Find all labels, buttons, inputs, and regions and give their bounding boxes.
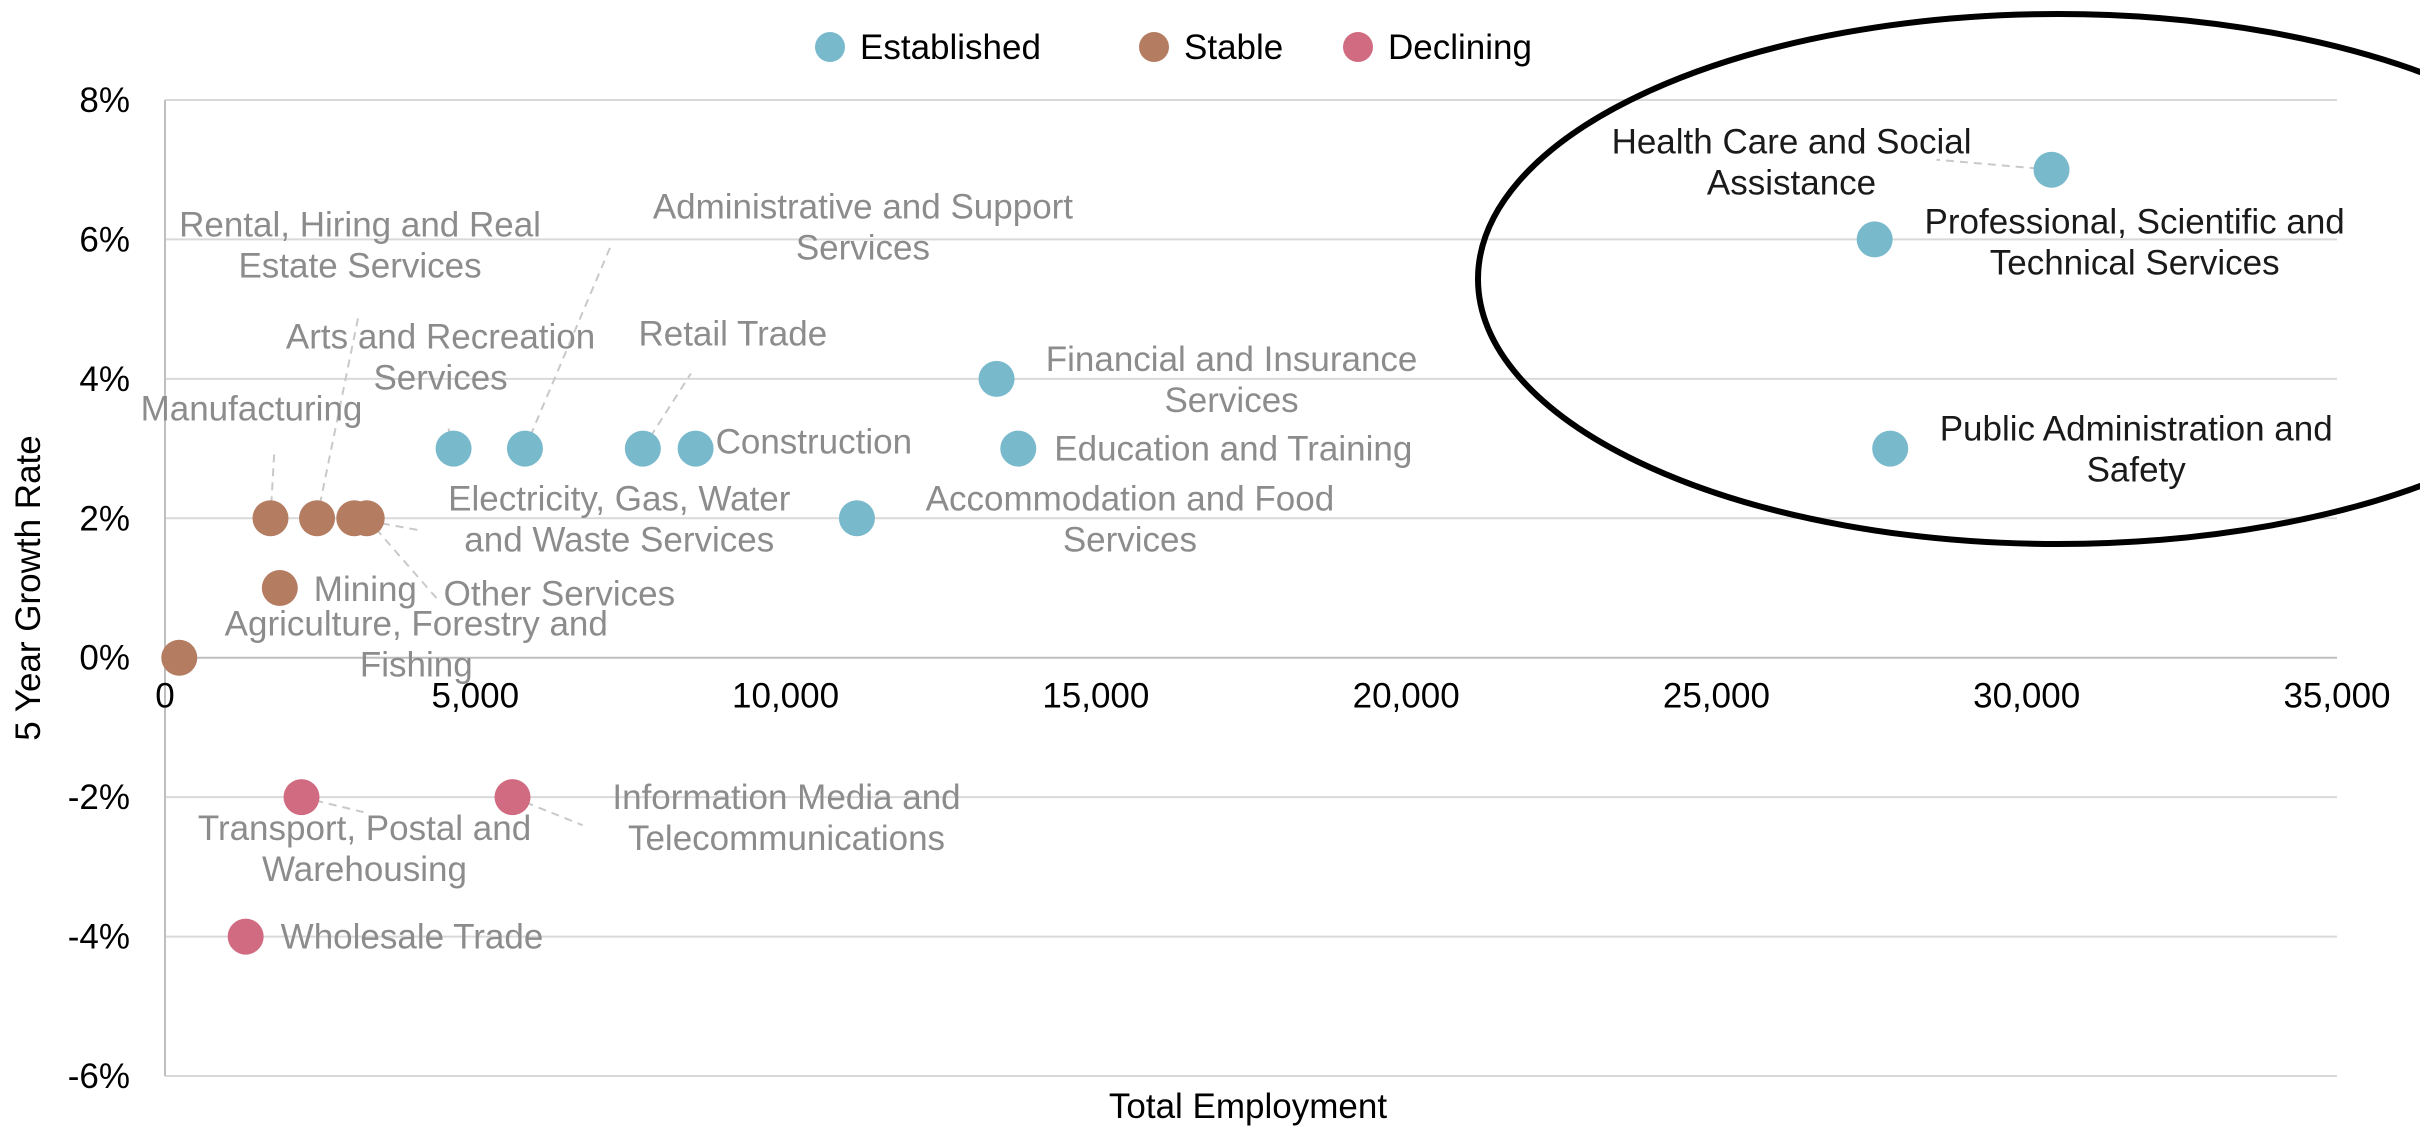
point-other-services bbox=[348, 500, 385, 537]
data-points bbox=[161, 151, 2070, 955]
point-transport-postal-and-warehousing bbox=[283, 779, 320, 816]
label-retail-trade: Retail Trade bbox=[638, 315, 827, 354]
label-manufacturing: Manufacturing bbox=[141, 389, 363, 428]
y-tick-label: -2% bbox=[68, 778, 130, 817]
y-tick-label: 4% bbox=[79, 360, 130, 399]
point-professional-scientific-and-technical-services bbox=[1856, 221, 1893, 258]
axes: -6% -4% -2% 0% 2% 4% 6% 8% 0 5,000 10,000 15,000 20,… bbox=[68, 81, 2391, 1096]
point-agriculture-forestry-and-fishing bbox=[161, 639, 198, 676]
point-financial-and-insurance-services bbox=[978, 360, 1015, 397]
x-tick-label: 25,000 bbox=[1663, 677, 1770, 716]
label-transport-postal-and-warehousing: Transport, Postal and Warehousing bbox=[198, 809, 531, 889]
y-tick-label: 2% bbox=[79, 499, 130, 538]
point-labels: Health Care and Social AssistanceProfessi… bbox=[141, 123, 2345, 957]
label-wholesale-trade: Wholesale Trade bbox=[281, 918, 544, 957]
label-accommodation-and-food-services: Accommodation and Food Services bbox=[926, 479, 1335, 559]
label-mining: Mining bbox=[314, 570, 417, 609]
y-tick-label: 6% bbox=[79, 220, 130, 259]
x-tick-label: 20,000 bbox=[1353, 677, 1460, 716]
x-tick-label: 15,000 bbox=[1042, 677, 1149, 716]
point-rental-hiring-and-real-estate-services bbox=[299, 500, 336, 537]
legend-marker-declining bbox=[1343, 32, 1373, 62]
x-tick-label: 0 bbox=[155, 677, 174, 716]
y-tick-label: -4% bbox=[68, 918, 130, 957]
point-health-care-and-social-assistance bbox=[2033, 151, 2070, 188]
highlight-ellipse bbox=[1475, 11, 2420, 547]
point-public-administration-and-safety bbox=[1872, 430, 1909, 467]
label-agriculture-forestry-and-fishing: Agriculture, Forestry and Fishing bbox=[225, 605, 608, 685]
leader-line-health-care-and-social-assistance bbox=[1936, 158, 2052, 171]
legend-label-stable: Stable bbox=[1184, 28, 1283, 67]
legend-label-declining: Declining bbox=[1388, 28, 1532, 67]
point-arts-and-recreation-services bbox=[435, 430, 472, 467]
y-axis-title: 5 Year Growth Rate bbox=[9, 435, 48, 740]
leader-line-administrative-and-support-services bbox=[524, 245, 612, 449]
x-tick-label: 35,000 bbox=[2283, 677, 2390, 716]
label-rental-hiring-and-real-estate-services: Rental, Hiring and Real Estate Services bbox=[179, 205, 541, 285]
label-arts-and-recreation-services: Arts and Recreation Services bbox=[286, 318, 595, 398]
label-construction: Construction bbox=[716, 423, 912, 462]
point-accommodation-and-food-services bbox=[838, 500, 875, 537]
label-health-care-and-social-assistance: Health Care and Social Assistance bbox=[1612, 123, 1972, 203]
x-tick-label: 10,000 bbox=[732, 677, 839, 716]
label-other-services: Other Services bbox=[444, 574, 675, 613]
leader-line-manufacturing bbox=[269, 448, 276, 519]
legend-label-established: Established bbox=[860, 28, 1041, 67]
leader-line-electricity-gas-water-and-waste-services bbox=[354, 517, 420, 532]
y-tick-label: -6% bbox=[68, 1057, 130, 1096]
point-construction bbox=[677, 430, 714, 467]
leader-line-information-media-and-telecommunications bbox=[512, 796, 583, 827]
label-administrative-and-support-services: Administrative and Support Services bbox=[653, 188, 1073, 268]
x-tick-label: 5,000 bbox=[431, 677, 519, 716]
label-financial-and-insurance-services: Financial and Insurance Services bbox=[1046, 340, 1418, 420]
point-information-media-and-telecommunications bbox=[494, 779, 531, 816]
leader-line-transport-postal-and-warehousing bbox=[301, 796, 364, 814]
y-tick-label: 0% bbox=[79, 639, 130, 678]
label-information-media-and-telecommunications: Information Media and Telecommunications bbox=[612, 778, 960, 858]
y-tick-label: 8% bbox=[79, 81, 130, 120]
label-electricity-gas-water-and-waste-services: Electricity, Gas, Water and Waste Service… bbox=[448, 479, 791, 559]
legend: Established Stable Declining bbox=[815, 28, 1532, 67]
legend-marker-established bbox=[815, 32, 845, 62]
leader-line-rental-hiring-and-real-estate-services bbox=[316, 313, 361, 519]
legend-marker-stable bbox=[1139, 32, 1169, 62]
point-wholesale-trade bbox=[227, 918, 264, 955]
label-education-and-training: Education and Training bbox=[1054, 430, 1412, 469]
x-tick-label: 30,000 bbox=[1973, 677, 2080, 716]
point-education-and-training bbox=[1000, 430, 1037, 467]
point-manufacturing bbox=[252, 500, 289, 537]
label-professional-scientific-and-technical-services: Professional, Scientific and Technical Se… bbox=[1925, 202, 2345, 282]
point-mining bbox=[261, 570, 298, 606]
label-public-administration-and-safety: Public Administration and Safety bbox=[1940, 410, 2333, 490]
point-administrative-and-support-services bbox=[506, 430, 543, 467]
x-axis-title: Total Employment bbox=[1109, 1087, 1387, 1126]
point-retail-trade bbox=[624, 430, 661, 467]
